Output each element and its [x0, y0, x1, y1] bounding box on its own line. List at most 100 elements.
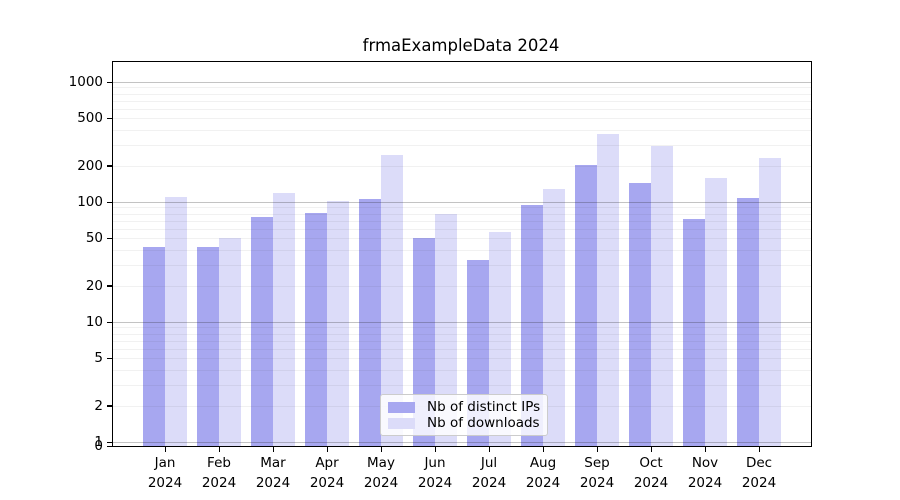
- y-tick-mark-5: [107, 357, 112, 359]
- x-tick-label-aug: Aug 2024: [525, 455, 561, 491]
- x-tick-mark-jul: [488, 447, 490, 452]
- major-gridline-1: [113, 442, 811, 443]
- minor-gridline-20: [113, 285, 811, 287]
- minor-gridline-90: [113, 207, 811, 209]
- bar-downloads-may: [381, 154, 403, 446]
- bar-distinct-ips-dec: [737, 197, 759, 446]
- bar-distinct-ips-feb: [197, 247, 219, 446]
- y-tick-mark-500: [107, 117, 112, 119]
- y-tick-mark-0: [107, 445, 112, 447]
- minor-gridline-900: [113, 87, 811, 89]
- chart-title: frmaExampleData 2024: [362, 36, 560, 55]
- y-tick-label-10: 10: [85, 314, 103, 330]
- minor-gridline-5: [113, 358, 811, 360]
- x-tick-label-apr: Apr 2024: [309, 455, 345, 491]
- x-tick-label-jun: Jun 2024: [417, 455, 453, 491]
- y-tick-label-20: 20: [85, 277, 103, 294]
- bar-distinct-ips-mar: [251, 216, 273, 446]
- bar-distinct-ips-nov: [683, 219, 705, 446]
- legend-label: Nb of downloads: [427, 414, 540, 431]
- y-tick-label-200: 200: [77, 157, 103, 174]
- x-tick-mark-feb: [218, 447, 220, 452]
- bar-distinct-ips-sep: [575, 165, 597, 446]
- bar-downloads-nov: [705, 178, 727, 446]
- minor-gridline-30: [113, 264, 811, 266]
- major-gridline-1000: [113, 82, 811, 83]
- bar-downloads-jun: [435, 214, 457, 446]
- y-tick-label-50: 50: [85, 230, 103, 247]
- x-tick-mark-jun: [434, 447, 436, 452]
- bar-downloads-feb: [219, 238, 241, 446]
- legend-item-distinct-ips: Nb of distinct IPs: [388, 398, 547, 415]
- minor-gridline-3: [113, 384, 811, 386]
- x-tick-label-dec: Dec 2024: [741, 455, 777, 491]
- x-tick-mark-oct: [650, 447, 652, 452]
- x-tick-label-sep: Sep 2024: [579, 455, 615, 491]
- legend-item-downloads: Nb of downloads: [388, 414, 547, 431]
- y-tick-mark-50: [107, 237, 112, 239]
- x-tick-label-nov: Nov 2024: [687, 455, 723, 491]
- bar-downloads-jan: [165, 197, 187, 446]
- x-tick-label-oct: Oct 2024: [633, 455, 669, 491]
- y-tick-label-0: 0: [94, 438, 103, 454]
- x-tick-label-mar: Mar 2024: [255, 455, 291, 491]
- bar-downloads-apr: [327, 200, 349, 446]
- minor-gridline-60: [113, 228, 811, 230]
- legend-label: Nb of distinct IPs: [427, 398, 541, 415]
- bar-downloads-mar: [273, 193, 295, 446]
- legend-swatch-icon: [388, 401, 415, 413]
- y-tick-mark-200: [107, 165, 112, 167]
- y-tick-label-500: 500: [77, 110, 103, 127]
- bar-downloads-oct: [651, 145, 673, 446]
- minor-gridline-7: [113, 340, 811, 342]
- bar-downloads-sep: [597, 133, 619, 446]
- y-tick-label-5: 5: [94, 350, 103, 367]
- y-tick-label-2: 2: [94, 397, 103, 414]
- minor-gridline-70: [113, 220, 811, 222]
- major-gridline-100: [113, 202, 811, 203]
- x-tick-mark-nov: [704, 447, 706, 452]
- minor-gridline-80: [113, 213, 811, 215]
- minor-gridline-6: [113, 348, 811, 350]
- x-tick-mark-jan: [164, 447, 166, 452]
- bar-downloads-dec: [759, 158, 781, 446]
- minor-gridline-4: [113, 369, 811, 371]
- x-tick-label-jan: Jan 2024: [147, 455, 183, 491]
- x-tick-mark-aug: [542, 447, 544, 452]
- minor-gridline-400: [113, 129, 811, 131]
- y-tick-mark-1000: [107, 81, 112, 83]
- minor-gridline-800: [113, 93, 811, 95]
- y-tick-mark-1: [107, 441, 112, 443]
- y-tick-mark-100: [107, 201, 112, 203]
- y-tick-label-100: 100: [77, 194, 103, 210]
- minor-gridline-300: [113, 144, 811, 146]
- bar-distinct-ips-aug: [521, 204, 543, 446]
- bar-distinct-ips-apr: [305, 212, 327, 446]
- x-tick-label-may: May 2024: [363, 455, 399, 491]
- minor-gridline-40: [113, 249, 811, 251]
- bar-downloads-aug: [543, 189, 565, 446]
- x-tick-mark-dec: [758, 447, 760, 452]
- bar-downloads-jul: [489, 232, 511, 446]
- bar-distinct-ips-jan: [143, 247, 165, 446]
- x-tick-mark-mar: [272, 447, 274, 452]
- y-tick-mark-20: [107, 285, 112, 287]
- minor-gridline-600: [113, 108, 811, 110]
- minor-gridline-8: [113, 333, 811, 335]
- bar-distinct-ips-may: [359, 199, 381, 446]
- bar-distinct-ips-oct: [629, 182, 651, 446]
- plot-area: 1000 500 200 100 50 20 10 5 2 1 0 Jan 2024 Feb 2024…: [69, 61, 812, 491]
- legend-swatch-icon: [388, 417, 415, 429]
- y-tick-label-1: 1: [94, 434, 103, 450]
- x-tick-mark-may: [380, 447, 382, 452]
- legend: Nb of distinct IPs Nb of downloads: [380, 394, 548, 436]
- x-tick-label-feb: Feb 2024: [201, 455, 237, 491]
- minor-gridline-700: [113, 100, 811, 102]
- minor-gridline-500: [113, 118, 811, 120]
- minor-gridline-9: [113, 327, 811, 329]
- major-gridline-10: [113, 322, 811, 323]
- minor-gridline-200: [113, 165, 811, 167]
- x-tick-mark-apr: [326, 447, 328, 452]
- y-tick-mark-2: [107, 405, 112, 407]
